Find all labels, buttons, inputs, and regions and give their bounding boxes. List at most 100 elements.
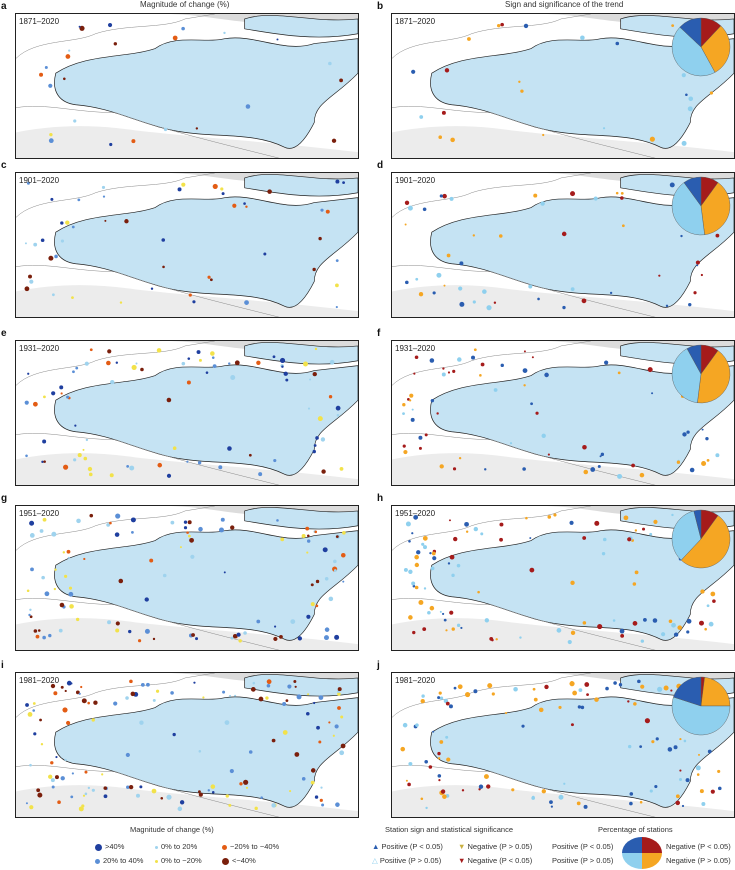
- station-marker: [413, 514, 419, 520]
- station-marker: [224, 720, 230, 725]
- station-marker: [26, 181, 30, 185]
- station-marker: [688, 96, 694, 101]
- station-marker: [453, 536, 458, 542]
- station-marker: [318, 740, 322, 744]
- station-marker: [155, 689, 160, 693]
- station-marker: [402, 444, 406, 448]
- station-marker: [437, 696, 441, 700]
- station-marker: [457, 357, 462, 362]
- station-marker: [438, 779, 441, 782]
- station-marker: [131, 364, 137, 370]
- station-marker: [612, 619, 616, 622]
- station-marker: [60, 776, 65, 781]
- station-marker: [172, 446, 177, 450]
- station-marker: [48, 255, 54, 261]
- station-marker: [273, 636, 278, 642]
- station-marker: [135, 793, 140, 798]
- station-marker: [186, 531, 189, 534]
- station-marker: [484, 468, 487, 471]
- station-marker: [342, 531, 346, 535]
- station-marker: [128, 629, 132, 634]
- station-marker: [700, 589, 705, 594]
- station-marker: [685, 778, 690, 783]
- station-marker: [653, 519, 658, 524]
- station-marker: [530, 402, 533, 406]
- station-marker: [87, 786, 91, 790]
- station-marker: [198, 750, 202, 753]
- station-marker: [615, 191, 619, 195]
- station-marker: [187, 534, 191, 538]
- station-marker: [623, 515, 629, 521]
- station-marker: [250, 687, 256, 692]
- station-marker: [87, 466, 93, 472]
- station-marker: [448, 519, 451, 522]
- station-marker: [78, 806, 84, 812]
- station-marker: [337, 706, 341, 710]
- station-marker: [324, 627, 330, 632]
- station-marker: [486, 305, 492, 311]
- pie-slice-positive_ns: [671, 696, 731, 736]
- station-marker: [528, 284, 533, 289]
- station-marker: [541, 789, 546, 794]
- station-marker: [166, 397, 172, 403]
- station-marker: [440, 789, 446, 794]
- station-marker: [687, 106, 693, 112]
- station-marker: [437, 757, 441, 760]
- station-marker: [297, 636, 303, 641]
- station-marker: [473, 348, 477, 352]
- station-marker: [131, 139, 136, 144]
- station-marker: [432, 730, 435, 733]
- station-marker: [668, 619, 673, 624]
- station-marker: [411, 532, 414, 535]
- station-marker: [459, 261, 464, 266]
- station-marker: [418, 292, 424, 297]
- station-marker: [597, 464, 601, 468]
- station-marker: [449, 554, 455, 560]
- station-marker: [32, 709, 35, 712]
- pie-legend-icon: [622, 837, 662, 869]
- station-marker: [267, 189, 272, 194]
- station-marker: [230, 525, 235, 530]
- station-marker: [323, 635, 329, 641]
- station-marker: [39, 72, 44, 77]
- station-marker: [458, 456, 462, 460]
- station-marker: [465, 530, 469, 533]
- station-marker: [619, 628, 625, 634]
- station-marker: [36, 788, 41, 793]
- station-marker: [101, 773, 104, 776]
- station-marker: [569, 520, 574, 525]
- station-marker: [538, 707, 544, 713]
- station-marker: [500, 363, 504, 368]
- station-marker: [652, 618, 658, 623]
- station-percentage-pie: [671, 676, 731, 736]
- station-marker: [91, 788, 95, 792]
- station-marker: [160, 796, 164, 800]
- station-marker: [452, 369, 456, 373]
- station-percentage-pie: [671, 176, 731, 236]
- station-marker: [306, 539, 311, 543]
- station-marker: [459, 301, 465, 307]
- station-marker: [66, 680, 72, 686]
- station-marker: [310, 780, 315, 785]
- station-marker: [25, 703, 29, 707]
- station-marker: [310, 583, 314, 587]
- station-marker: [273, 625, 277, 628]
- station-marker: [139, 720, 144, 725]
- station-marker: [582, 444, 587, 450]
- legend-neg20-neg40: −20% to −40%: [222, 842, 279, 851]
- station-marker: [542, 133, 545, 137]
- station-marker: [570, 723, 574, 727]
- station-marker: [479, 374, 482, 377]
- station-marker: [550, 805, 553, 808]
- station-marker: [570, 630, 576, 636]
- station-marker: [464, 521, 469, 527]
- station-marker: [39, 718, 42, 722]
- station-marker: [671, 24, 675, 28]
- station-marker: [220, 517, 225, 522]
- station-marker: [584, 682, 590, 687]
- station-marker: [51, 785, 55, 789]
- station-marker: [531, 796, 535, 800]
- station-marker: [290, 619, 296, 624]
- station-marker: [444, 68, 450, 73]
- legend-20-40: 20% to 40%: [95, 856, 143, 865]
